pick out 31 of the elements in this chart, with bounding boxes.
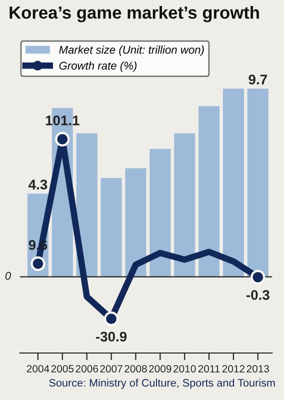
bar — [198, 106, 220, 278]
source-note: Source: Ministry of Culture, Sports and Tourism — [49, 378, 275, 389]
point — [55, 132, 70, 146]
data-label: 9.7 — [248, 74, 267, 84]
data-label: 101.1 — [46, 116, 80, 126]
bar — [150, 148, 171, 278]
data-label: 4.3 — [28, 180, 48, 190]
ref-line-label: 0 — [5, 272, 11, 280]
x-tick-label: 2007 — [100, 365, 122, 372]
bar — [100, 178, 122, 278]
bar — [174, 133, 196, 278]
x-tick-label: 2012 — [222, 365, 245, 372]
bar — [222, 88, 244, 278]
x-tick-label: 2013 — [246, 365, 270, 372]
chart-title: Korea’s game market’s growth — [10, 6, 259, 22]
x-tick-label: 2008 — [124, 365, 147, 372]
x-tick-label: 2011 — [198, 365, 220, 372]
data-label: -0.3 — [246, 290, 270, 300]
bar — [247, 88, 268, 278]
point — [104, 312, 119, 326]
point — [30, 256, 46, 272]
x-tick-label: 2004 — [26, 365, 50, 372]
x-tick-label: 2006 — [76, 365, 98, 372]
x-tick-label: 2005 — [51, 365, 74, 372]
legend-label: Market size (Unit: trillion won) — [59, 46, 204, 56]
bar — [125, 168, 146, 278]
x-tick-label: 2010 — [174, 365, 196, 372]
x-tick-label: 2009 — [149, 365, 172, 372]
legend-label: Growth rate (%) — [59, 61, 137, 72]
point — [250, 270, 266, 284]
data-label: -30.9 — [96, 332, 127, 342]
